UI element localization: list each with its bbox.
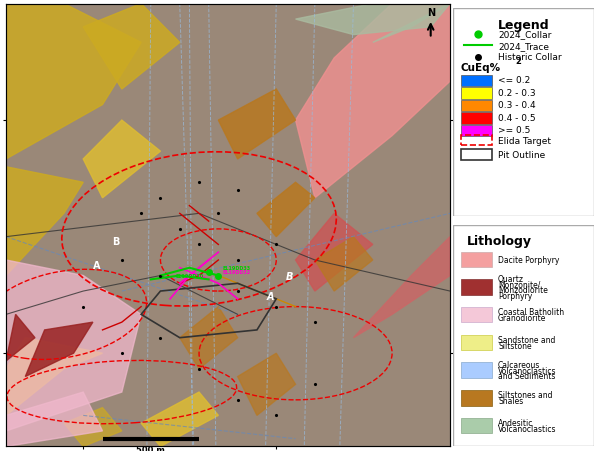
Polygon shape <box>373 5 450 43</box>
Polygon shape <box>141 392 218 446</box>
Text: 500 m: 500 m <box>136 445 165 451</box>
Text: B: B <box>112 237 119 247</box>
Polygon shape <box>180 307 238 369</box>
Text: Sandstone and: Sandstone and <box>498 336 556 345</box>
Polygon shape <box>296 214 373 291</box>
Polygon shape <box>6 167 83 276</box>
Polygon shape <box>6 5 141 160</box>
Text: Coastal Batholith: Coastal Batholith <box>498 308 564 317</box>
Text: Volcanoclastics: Volcanoclastics <box>498 366 557 375</box>
Polygon shape <box>6 315 35 361</box>
Text: B: B <box>286 272 293 282</box>
Bar <box>461 252 493 267</box>
Polygon shape <box>296 5 450 198</box>
Text: Granodiorite: Granodiorite <box>498 313 547 322</box>
Text: 0.4 - 0.5: 0.4 - 0.5 <box>498 114 536 122</box>
FancyBboxPatch shape <box>453 9 594 216</box>
Bar <box>461 150 493 161</box>
Text: Monzodiorite: Monzodiorite <box>498 285 548 295</box>
Bar <box>461 101 493 112</box>
Text: 2: 2 <box>515 57 521 66</box>
Text: Calcareous: Calcareous <box>498 360 541 369</box>
Polygon shape <box>218 90 296 160</box>
Polygon shape <box>83 121 160 198</box>
Bar <box>461 136 493 146</box>
Bar <box>461 335 493 350</box>
Text: 0.2 - 0.3: 0.2 - 0.3 <box>498 88 536 97</box>
Bar <box>461 113 493 124</box>
Polygon shape <box>296 5 450 36</box>
Text: Shales: Shales <box>498 396 523 405</box>
Polygon shape <box>64 408 122 446</box>
Text: N: N <box>427 8 435 18</box>
Text: EL19DD30: EL19DD30 <box>176 273 204 278</box>
Text: Siltstone: Siltstone <box>498 341 532 350</box>
Polygon shape <box>25 322 93 377</box>
Text: EL19DD32: EL19DD32 <box>222 270 250 275</box>
Text: Legend: Legend <box>497 19 550 32</box>
Polygon shape <box>6 392 103 446</box>
Text: Pit Outline: Pit Outline <box>498 151 545 160</box>
Text: Quartz: Quartz <box>498 275 524 284</box>
Polygon shape <box>6 260 141 431</box>
Text: 2024_Collar: 2024_Collar <box>498 31 551 39</box>
Polygon shape <box>83 5 180 90</box>
Polygon shape <box>257 183 315 237</box>
Text: 0.3 - 0.4: 0.3 - 0.4 <box>498 101 536 110</box>
Bar <box>461 88 493 100</box>
Text: Lithology: Lithology <box>467 235 532 247</box>
Bar <box>461 390 493 405</box>
Text: A: A <box>93 260 100 270</box>
Bar <box>461 280 493 295</box>
Bar <box>461 363 493 378</box>
Text: Historic Collar: Historic Collar <box>498 53 562 62</box>
Text: Volcanoclastics: Volcanoclastics <box>498 424 557 433</box>
Bar <box>461 418 493 433</box>
Text: A: A <box>266 291 274 301</box>
Text: Dacite Porphyry: Dacite Porphyry <box>498 255 559 264</box>
Text: Porphyry: Porphyry <box>498 291 532 300</box>
Text: and Sediments: and Sediments <box>498 371 556 380</box>
Polygon shape <box>6 338 103 415</box>
Text: 2024_Trace: 2024_Trace <box>498 42 549 51</box>
Polygon shape <box>353 237 450 338</box>
FancyBboxPatch shape <box>453 226 594 446</box>
Bar <box>461 126 493 137</box>
Text: EL19DD33: EL19DD33 <box>222 266 250 271</box>
Text: >= 0.5: >= 0.5 <box>498 126 530 135</box>
Text: Andesitic: Andesitic <box>498 418 533 427</box>
Polygon shape <box>238 354 296 415</box>
Text: Elida Target: Elida Target <box>498 136 551 145</box>
Text: CuEq%: CuEq% <box>460 63 500 73</box>
Polygon shape <box>315 237 373 291</box>
Bar <box>461 307 493 323</box>
Text: Monzonite/: Monzonite/ <box>498 280 541 289</box>
Bar <box>461 76 493 87</box>
Text: Siltstones and: Siltstones and <box>498 391 553 400</box>
Text: <= 0.2: <= 0.2 <box>498 76 530 85</box>
